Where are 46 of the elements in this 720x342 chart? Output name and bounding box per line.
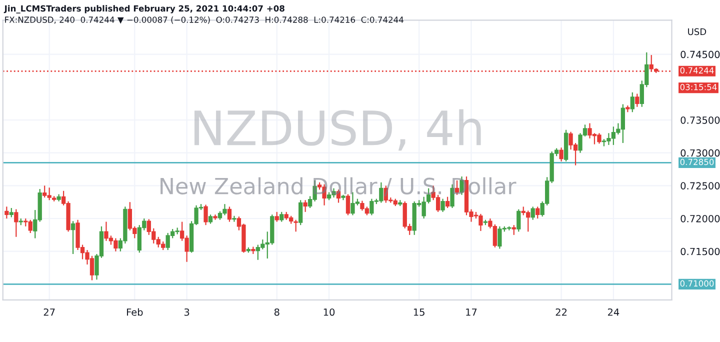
ref-line-label: 0.72850 — [680, 158, 714, 166]
x-tick-label: Feb — [127, 308, 143, 316]
x-tick-label: 27 — [44, 308, 55, 316]
x-tick-label: 15 — [414, 308, 424, 316]
x-tick-label: 8 — [274, 308, 280, 316]
candlestick — [635, 93, 640, 108]
candlestick — [536, 206, 540, 220]
candlestick — [512, 224, 516, 236]
candlestick — [208, 214, 213, 224]
candlestick — [227, 206, 232, 222]
x-tick-label: 22 — [556, 308, 567, 316]
candlestick — [530, 206, 535, 220]
x-tick-label: 10 — [324, 308, 335, 316]
candlestick — [440, 198, 445, 212]
candlestick — [9, 207, 14, 218]
y-tick-label: 0.72500 — [680, 182, 720, 190]
annotation: FX:NZDUSD, 240 0.74244 ▼ −0.00087 (−0.12%) O:0.74273 H:0.74288 L:0.74216 C:0.74244 — [5, 16, 404, 24]
x-tick-label: 3 — [184, 308, 190, 316]
candlestick — [274, 211, 279, 222]
y-axis-title: USD — [688, 28, 706, 36]
candlestick — [128, 202, 132, 231]
candlestick — [516, 208, 521, 232]
candlestick — [445, 196, 450, 209]
candlestick — [14, 208, 18, 238]
y-tick-label: 0.72000 — [680, 214, 720, 222]
candlestick — [4, 206, 9, 220]
y-tick-label: 0.73000 — [680, 149, 720, 157]
candlestick — [70, 220, 76, 255]
candlestick — [294, 219, 298, 232]
candlestick — [346, 194, 350, 216]
candlestick — [280, 211, 284, 222]
candlestick — [298, 200, 303, 226]
text: 03:15:54 — [680, 84, 717, 90]
candlestick — [559, 147, 564, 162]
text: Jin_LCMSTraders published February 25, 2021 10:44:07 +08 — [4, 5, 284, 14]
x-tick-label: 24 — [608, 308, 620, 316]
candlestick — [303, 200, 308, 212]
candlestick — [232, 215, 236, 222]
ref-line-label: 0.74244 — [680, 67, 714, 74]
y-tick-label: 0.73500 — [680, 116, 720, 124]
candlestick — [204, 204, 208, 226]
y-tick-label: 0.71500 — [680, 248, 720, 256]
x-tick-label: 17 — [466, 308, 477, 316]
y-tick-label: 0.74500 — [680, 50, 720, 58]
candlestick — [630, 92, 634, 113]
ref-line-label: 0.71000 — [680, 280, 714, 287]
